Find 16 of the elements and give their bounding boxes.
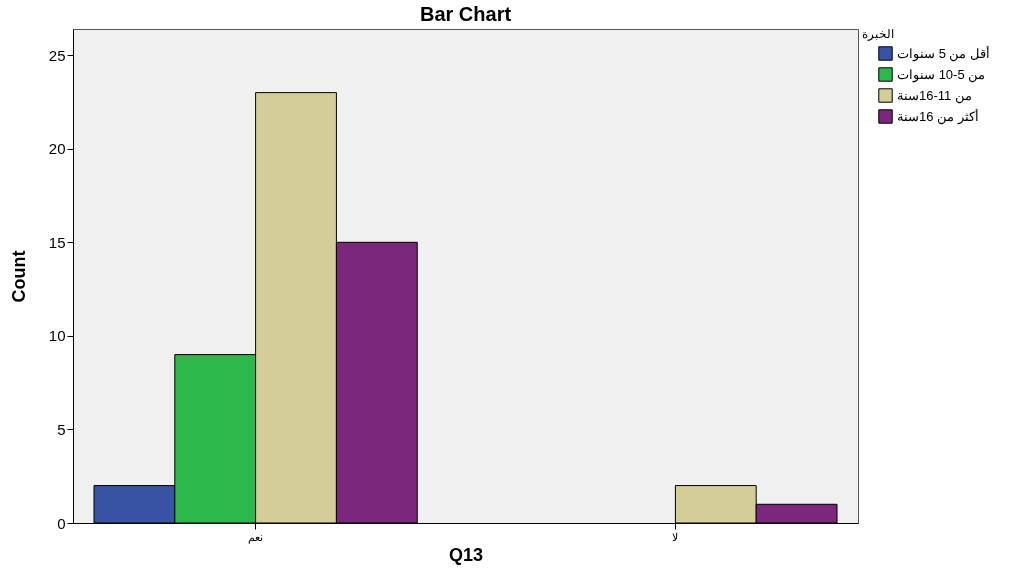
y-tick-label: 25: [48, 46, 66, 64]
x-tick-label: نعم: [248, 530, 264, 544]
y-tick-label: 20: [48, 140, 66, 158]
y-tick-label: 5: [57, 420, 66, 438]
y-tick-label: 10: [48, 327, 66, 345]
legend-label: أقل من 5 سنوات: [897, 44, 991, 62]
chart-title: Bar Chart: [419, 3, 512, 25]
legend-label: أكثر من 16سنة: [897, 107, 979, 125]
y-tick-label: 0: [57, 514, 66, 532]
y-axis-title: Count: [8, 250, 29, 303]
legend-label: من 5-10 سنوات: [897, 66, 986, 83]
legend-label: من 11-16سنة: [897, 87, 972, 104]
x-tick-label: لا: [672, 530, 679, 543]
y-tick-label: 15: [48, 233, 66, 251]
x-axis-title: Q13: [448, 544, 484, 565]
legend-title: الخبرة: [862, 27, 894, 41]
